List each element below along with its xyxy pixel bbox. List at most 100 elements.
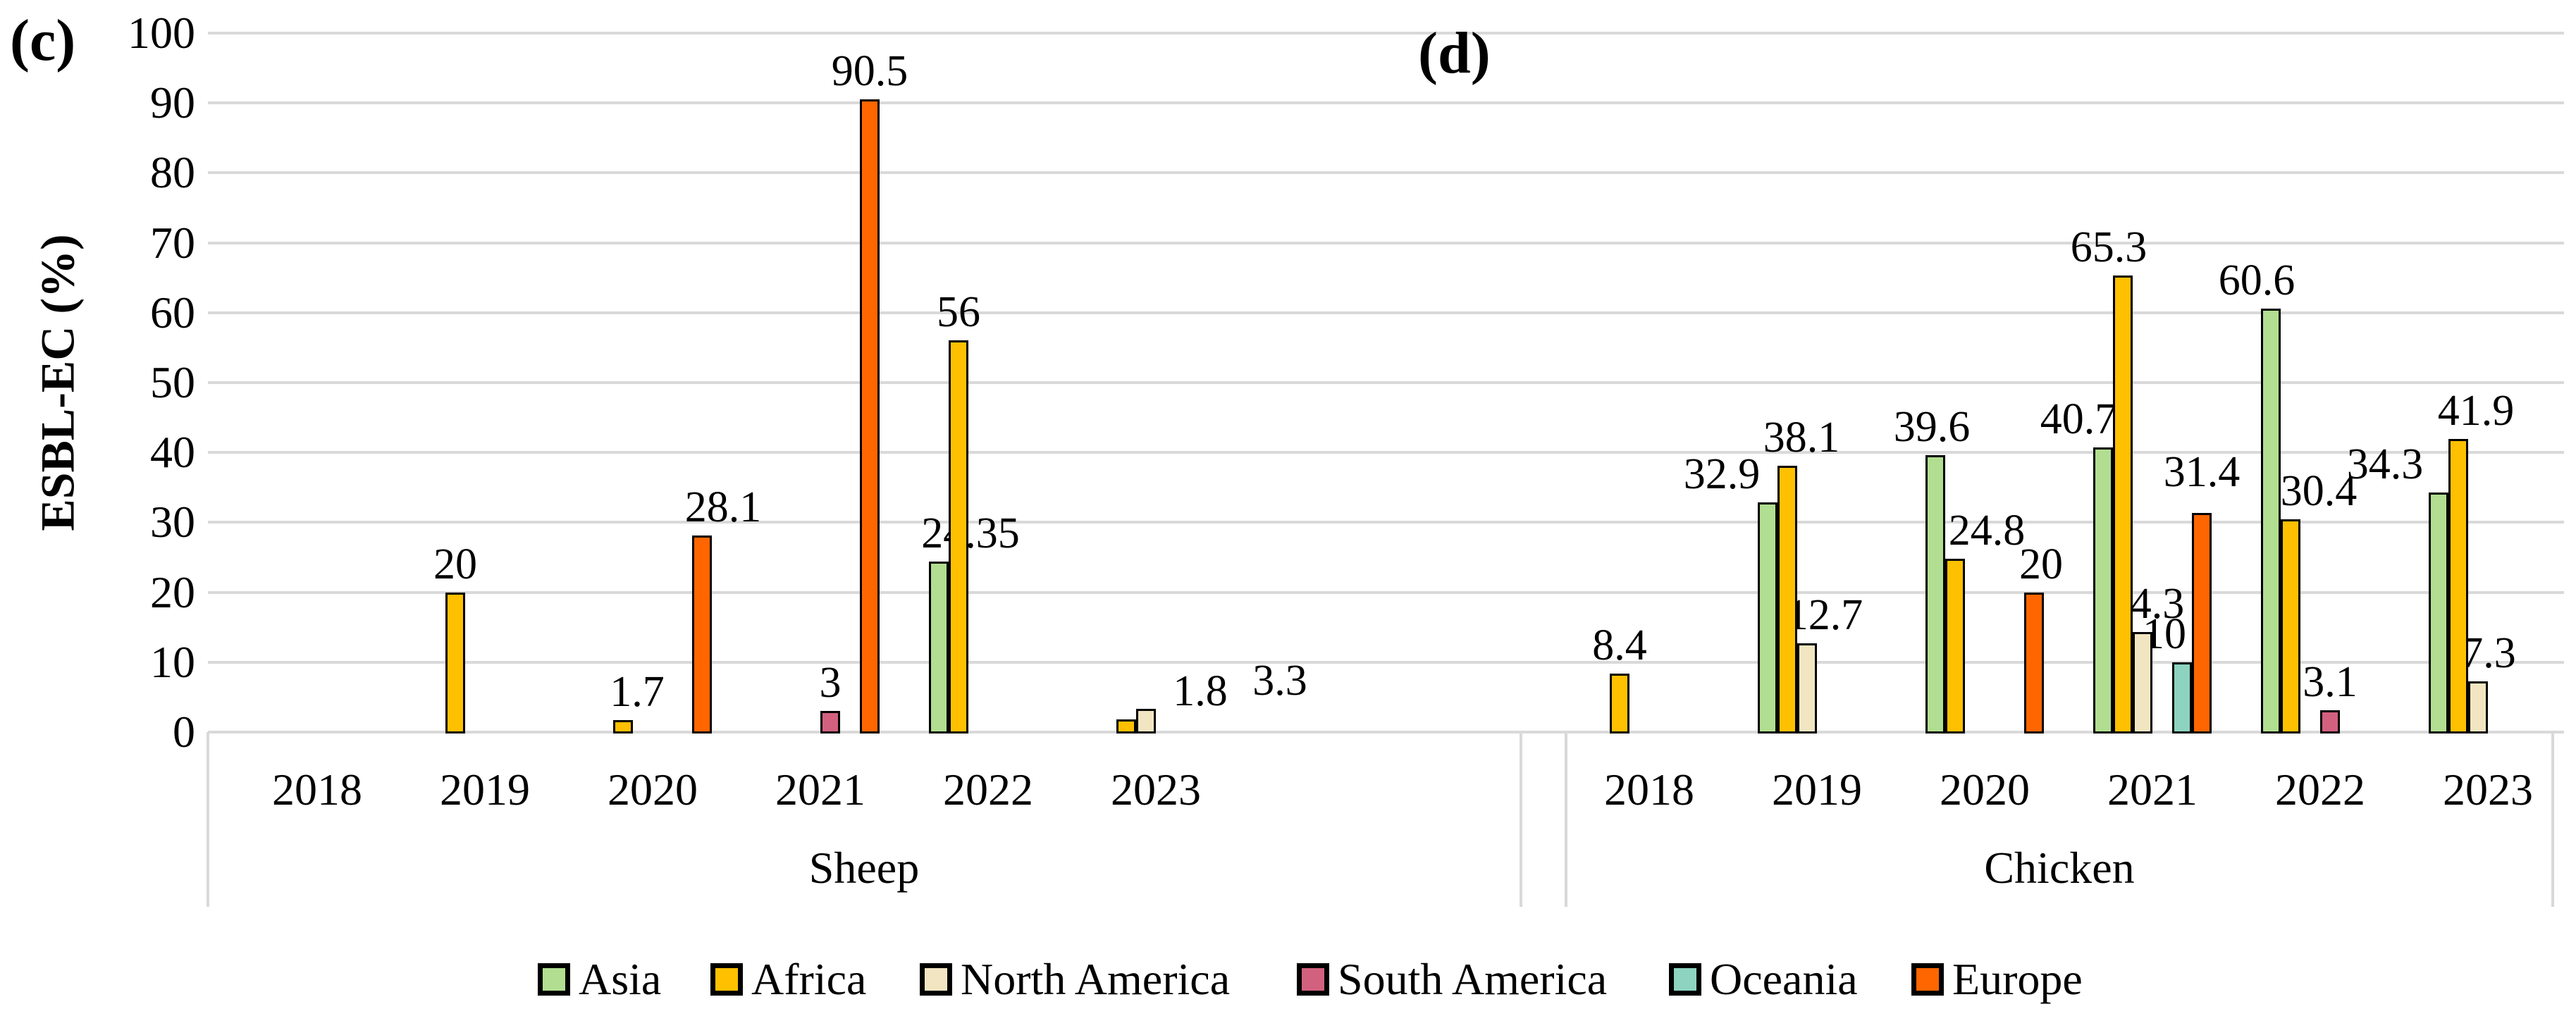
bar-chicken-2022-south-america <box>2320 710 2340 733</box>
data-label-chicken-2018-africa: 8.4 <box>1592 621 1647 669</box>
year-label-sheep-2019: 2019 <box>440 765 530 815</box>
bar-sheep-2020-europe <box>692 536 712 733</box>
bar-sheep-2023-north-america <box>1136 709 1156 733</box>
bar-chicken-2019-africa <box>1777 466 1797 733</box>
legend-label-asia: Asia <box>579 954 662 1004</box>
legend-swatch-south-america <box>1297 963 1329 996</box>
axis-divider-1 <box>1520 732 1522 907</box>
data-label-sheep-2019-africa: 20 <box>433 540 477 588</box>
year-label-chicken-2018: 2018 <box>1604 765 1694 815</box>
y-tick-60: 60 <box>150 287 195 338</box>
data-label-sheep-2020-africa: 1.7 <box>610 668 665 717</box>
data-label-chicken-2021-europe: 31.4 <box>2163 447 2241 496</box>
gridline-40 <box>208 451 2564 454</box>
group-label-chicken: Chicken <box>1984 843 2135 893</box>
year-label-sheep-2018: 2018 <box>272 765 362 815</box>
bar-sheep-2019-africa <box>445 592 465 733</box>
bar-chicken-2019-north-america <box>1797 643 1817 733</box>
y-tick-70: 70 <box>150 217 195 268</box>
gridline-50 <box>208 381 2564 384</box>
gridline-60 <box>208 311 2564 314</box>
legend-swatch-north-america <box>920 963 952 996</box>
year-label-chicken-2023: 2023 <box>2443 765 2533 815</box>
legend-label-south-america: South America <box>1338 954 1608 1004</box>
data-label-sheep-2021-europe: 90.5 <box>831 47 908 96</box>
year-label-sheep-2021: 2021 <box>775 765 865 815</box>
data-label-sheep-2020-europe: 28.1 <box>684 483 762 532</box>
legend-item-asia: Asia <box>538 953 661 1006</box>
data-label-sheep-2022-africa: 56 <box>937 288 980 337</box>
y-tick-90: 90 <box>150 78 195 128</box>
data-label-chicken-2019-africa: 38.1 <box>1763 414 1840 462</box>
data-label-sheep-2022-asia: 24.35 <box>921 509 1020 558</box>
gridline-10 <box>208 660 2564 664</box>
y-tick-100: 100 <box>128 8 195 58</box>
group-label-sheep: Sheep <box>808 843 920 893</box>
axis-divider-2 <box>1565 732 1567 907</box>
legend-label-africa: Africa <box>751 954 867 1004</box>
data-label-chicken-2020-europe: 20 <box>2019 540 2063 588</box>
x-axis-line <box>208 731 2564 733</box>
gridline-20 <box>208 590 2564 594</box>
gridline-30 <box>208 521 2564 524</box>
data-label-chicken-2022-africa: 30.4 <box>2280 467 2358 516</box>
data-label-chicken-2019-asia: 32.9 <box>1683 450 1761 498</box>
data-label-chicken-2021-asia: 40.7 <box>2040 395 2117 444</box>
bar-chicken-2018-africa <box>1610 673 1629 733</box>
bar-chicken-2023-asia <box>2429 492 2448 733</box>
data-label-chicken-2023-africa: 41.9 <box>2437 387 2515 435</box>
legend-swatch-oceania <box>1669 963 1701 996</box>
bar-chicken-2021-oceania <box>2172 662 2192 733</box>
bar-sheep-2021-europe <box>860 99 880 733</box>
bar-chicken-2021-europe <box>2192 512 2212 733</box>
y-tick-0: 0 <box>173 707 195 757</box>
gridline-90 <box>208 101 2564 105</box>
bar-sheep-2020-africa <box>613 720 633 733</box>
y-axis-title: ESBL-EC (%) <box>30 234 85 531</box>
legend-label-north-america: North America <box>961 954 1231 1004</box>
y-tick-10: 10 <box>150 636 195 687</box>
bar-sheep-2023-africa <box>1116 719 1136 733</box>
legend-swatch-asia <box>538 963 570 996</box>
panel-c-label: (c) <box>10 8 76 73</box>
data-label-chicken-2022-asia: 60.6 <box>2218 256 2295 304</box>
bar-chicken-2020-africa <box>1945 558 1965 733</box>
data-label-chicken-2020-africa: 24.8 <box>1948 506 2026 555</box>
year-label-sheep-2022: 2022 <box>943 765 1033 815</box>
axis-divider-3 <box>2551 732 2554 907</box>
y-tick-40: 40 <box>150 427 195 478</box>
bar-sheep-2021-south-america <box>820 711 840 733</box>
bar-sheep-2022-asia <box>929 562 949 733</box>
year-label-sheep-2020: 2020 <box>608 765 698 815</box>
bar-chicken-2019-asia <box>1758 502 1777 733</box>
legend-label-oceania: Oceania <box>1710 954 1858 1004</box>
y-tick-30: 30 <box>150 497 195 547</box>
year-label-chicken-2020: 2020 <box>1940 765 2030 815</box>
data-label-sheep-2023-north-america: 3.3 <box>1252 657 1307 705</box>
legend-item-africa: Africa <box>710 953 866 1006</box>
panel-d-label: (d) <box>1418 20 1491 86</box>
year-label-chicken-2021: 2021 <box>2107 765 2198 815</box>
year-label-chicken-2019: 2019 <box>1772 765 1862 815</box>
legend-item-oceania: Oceania <box>1669 953 1858 1006</box>
data-label-sheep-2021-south-america: 3 <box>819 659 842 707</box>
data-label-chicken-2019-north-america: 12.7 <box>1786 591 1863 640</box>
bar-chicken-2021-africa <box>2113 276 2133 733</box>
legend-item-europe: Europe <box>1911 953 2083 1006</box>
legend-item-north-america: North America <box>920 953 1230 1006</box>
data-label-chicken-2021-africa: 65.3 <box>2070 223 2147 272</box>
bar-chicken-2021-asia <box>2093 447 2113 733</box>
bar-chicken-2020-europe <box>2024 592 2044 733</box>
bar-chicken-2022-asia <box>2261 308 2281 733</box>
legend-swatch-africa <box>710 963 743 996</box>
legend-swatch-europe <box>1911 963 1944 996</box>
year-label-chicken-2022: 2022 <box>2275 765 2365 815</box>
bar-chicken-2021-north-america <box>2133 632 2152 733</box>
data-label-sheep-2023-africa: 1.8 <box>1173 667 1228 716</box>
bar-chicken-2022-africa <box>2281 519 2300 733</box>
bar-chicken-2023-africa <box>2448 439 2468 733</box>
y-tick-50: 50 <box>150 357 195 407</box>
legend-label-europe: Europe <box>1952 954 2083 1004</box>
gridline-100 <box>208 32 2564 35</box>
gridline-80 <box>208 171 2564 175</box>
